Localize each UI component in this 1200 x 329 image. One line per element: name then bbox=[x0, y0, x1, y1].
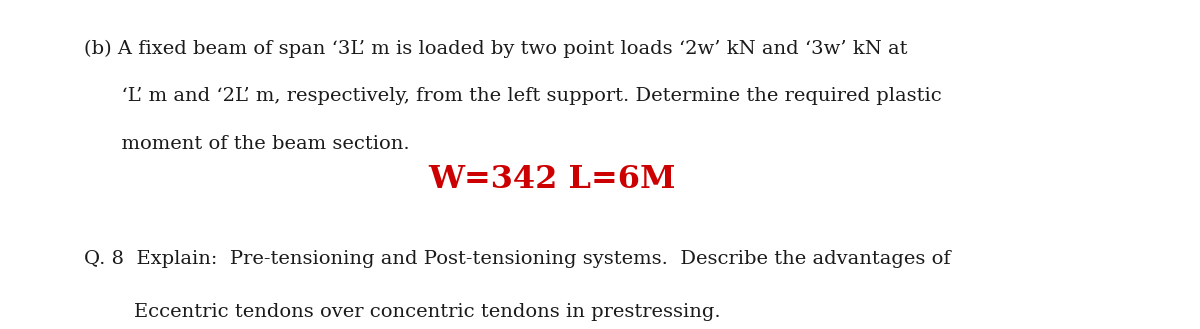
Text: (b) A fixed beam of span ‘3L’ m is loaded by two point loads ‘2w’ kN and ‘3w’ kN: (b) A fixed beam of span ‘3L’ m is loade… bbox=[84, 39, 907, 58]
Text: Q. 8  Explain:  Pre-tensioning and Post-tensioning systems.  Describe the advant: Q. 8 Explain: Pre-tensioning and Post-te… bbox=[84, 250, 950, 268]
Text: Eccentric tendons over concentric tendons in prestressing.: Eccentric tendons over concentric tendon… bbox=[84, 303, 721, 321]
Text: W=342 L=6M: W=342 L=6M bbox=[428, 164, 676, 195]
Text: ‘L’ m and ‘2L’ m, respectively, from the left support. Determine the required pl: ‘L’ m and ‘2L’ m, respectively, from the… bbox=[84, 87, 942, 105]
Text: moment of the beam section.: moment of the beam section. bbox=[84, 135, 409, 153]
